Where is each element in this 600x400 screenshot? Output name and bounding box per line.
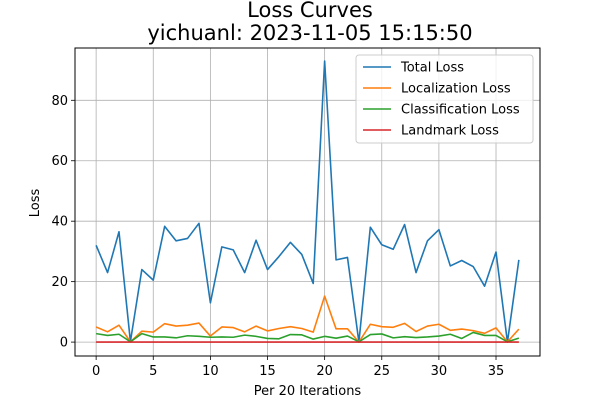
- y-axis-label: Loss: [28, 189, 43, 218]
- chart-title-line-1: Loss Curves: [247, 0, 373, 22]
- x-tick-label: 20: [316, 364, 333, 379]
- y-tick-label: 0: [60, 336, 68, 351]
- x-tick-label: 35: [488, 364, 505, 379]
- x-tick-label: 0: [92, 364, 100, 379]
- legend-label-localization-loss: Localization Loss: [401, 82, 511, 97]
- y-tick-label: 40: [51, 215, 68, 230]
- y-tick-label: 80: [51, 94, 68, 109]
- x-tick-label: 5: [149, 364, 157, 379]
- legend-items: Total Loss Localization Loss Classificatio…: [363, 61, 520, 139]
- x-axis-label: Per 20 Iterations: [254, 384, 362, 399]
- series-line-localization-loss: [95, 295, 520, 343]
- x-axis-ticks: 0 5 10 15 20 25 30 35: [92, 356, 504, 379]
- y-tick-label: 60: [51, 154, 68, 169]
- legend-box: [355, 54, 534, 144]
- legend: Total Loss Localization Loss Classificatio…: [355, 54, 534, 144]
- plot-frame: [74, 47, 541, 357]
- series-line-classification-loss: [96, 331, 520, 343]
- legend-label-classification-loss: Classification Loss: [401, 103, 520, 118]
- legend-label-total-loss: Total Loss: [400, 61, 464, 76]
- chart-title-line-2: yichuanl: 2023-11-05 15:15:50: [147, 21, 472, 45]
- x-tick-label: 30: [431, 364, 448, 379]
- x-tick-label: 25: [373, 364, 390, 379]
- legend-label-landmark-loss: Landmark Loss: [401, 124, 499, 139]
- series-line-total-loss: [95, 60, 520, 343]
- y-axis-ticks: 0 20 40 60 80: [51, 94, 75, 351]
- y-tick-label: 20: [51, 275, 68, 290]
- x-tick-label: 15: [259, 364, 276, 379]
- x-tick-label: 10: [202, 364, 219, 379]
- series-layer: [95, 60, 520, 343]
